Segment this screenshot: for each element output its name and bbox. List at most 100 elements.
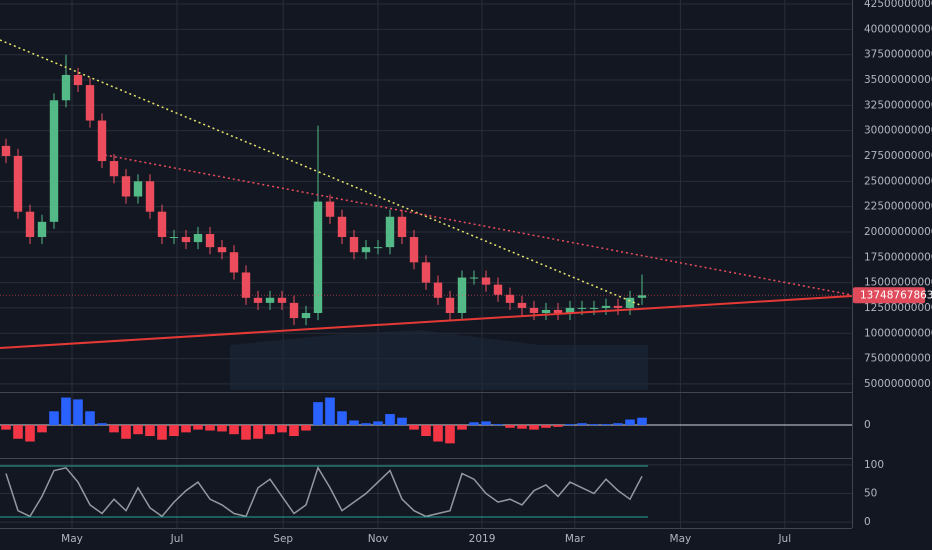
candle-body <box>349 237 359 253</box>
histogram-bar <box>601 424 611 426</box>
band-lower <box>230 330 648 390</box>
candle-body <box>493 284 503 295</box>
candle-body <box>589 307 599 309</box>
x-tick-label: May <box>670 533 692 545</box>
y-tick-label: 100 <box>864 459 884 471</box>
candle-body <box>229 252 239 273</box>
x-tick-label: Sep <box>273 533 293 545</box>
candle-body <box>121 176 131 197</box>
candle-body <box>637 295 647 298</box>
x-tick-label: Nov <box>368 533 389 545</box>
histogram-bar <box>337 411 347 426</box>
candle-body <box>541 309 551 313</box>
histogram-bar <box>289 425 299 437</box>
y-tick-label: 30000000000 <box>864 125 932 137</box>
histogram-bar <box>385 414 395 426</box>
x-tick-label: Mar <box>565 533 585 545</box>
x-tick-label: Jul <box>170 533 184 545</box>
histogram-bar <box>433 425 443 442</box>
candle-body <box>613 305 623 308</box>
y-tick-label: 40000000000 <box>864 23 932 35</box>
candle-body <box>373 247 383 249</box>
histogram-bar <box>49 411 59 426</box>
histogram-bar <box>553 425 563 427</box>
y-tick-label: 42500000000 <box>864 0 932 10</box>
y-tick-label: 50 <box>864 488 877 500</box>
histogram-bar <box>613 423 623 426</box>
candle-body <box>433 282 443 298</box>
histogram-bar <box>397 417 407 426</box>
histogram-bar <box>577 423 587 426</box>
last-value-label: 13748767863 <box>860 289 932 301</box>
candle-body <box>181 237 191 243</box>
candle-body <box>61 74 71 101</box>
histogram-bar <box>265 425 275 435</box>
y-tick-label: 27500000000 <box>864 150 932 162</box>
y-tick-label: 20000000000 <box>864 226 932 238</box>
last-value-tag <box>853 287 925 304</box>
histogram-bar <box>229 425 239 435</box>
histogram-bar <box>541 425 551 428</box>
candle-body <box>445 297 455 313</box>
histogram-bar <box>349 420 359 426</box>
support-line <box>0 295 853 349</box>
candle-body <box>1 145 11 156</box>
y-tick-label: 37500000000 <box>864 49 932 61</box>
candle-body <box>361 247 371 253</box>
histogram-bar <box>589 424 599 426</box>
oscillator-line <box>5 465 643 518</box>
candle-body <box>301 312 311 319</box>
histogram-bar <box>37 425 47 433</box>
histogram-bar <box>97 423 107 426</box>
histogram-bar <box>85 411 95 426</box>
y-tick-label: 12500000000 <box>864 302 932 314</box>
candle-body <box>337 216 347 238</box>
histogram-bar <box>193 425 203 430</box>
histogram-bar <box>409 425 419 430</box>
candle-body <box>517 302 527 308</box>
candle-body <box>289 302 299 319</box>
histogram-bar <box>373 421 383 426</box>
histogram-bar <box>469 422 479 426</box>
candle-body <box>205 233 215 248</box>
histogram-bar <box>205 425 215 431</box>
histogram-bar <box>637 417 647 426</box>
plot-area <box>0 0 852 528</box>
y-tick-label: 7500000000 <box>864 353 931 365</box>
candle-body <box>157 211 167 238</box>
histogram-bar <box>505 425 515 428</box>
candle-body <box>421 262 431 283</box>
histogram-bar <box>361 423 371 426</box>
x-tick-label: Jul <box>777 533 791 545</box>
candle-body <box>577 307 587 309</box>
histogram-bar <box>169 425 179 437</box>
candle-body <box>481 277 491 285</box>
x-tick-label: May <box>61 533 83 545</box>
y-tick-label: 17500000000 <box>864 251 932 263</box>
candle-body <box>217 247 227 253</box>
candle-body <box>553 309 563 313</box>
histogram-bar <box>493 424 503 426</box>
candle-body <box>385 216 395 248</box>
histogram-bar <box>73 399 83 426</box>
y-tick-label: 22500000000 <box>864 201 932 213</box>
histogram-bar <box>121 425 131 439</box>
candle-body <box>529 307 539 313</box>
histogram-bar <box>157 425 167 440</box>
candle-body <box>37 221 47 238</box>
histogram-bar <box>61 397 71 426</box>
trend-line <box>0 39 641 306</box>
histogram-bar <box>313 402 323 426</box>
candle-body <box>409 237 419 263</box>
candle-body <box>241 272 251 298</box>
histogram-bar <box>181 425 191 433</box>
histogram-bar <box>529 425 539 430</box>
candle-body <box>169 237 179 239</box>
y-tick-label: 10000000000 <box>864 327 932 339</box>
candle-body <box>193 233 203 243</box>
histogram-bar <box>301 425 311 431</box>
y-tick-label: 5000000000 <box>864 378 931 390</box>
y-tick-label: 15000000000 <box>864 277 932 289</box>
